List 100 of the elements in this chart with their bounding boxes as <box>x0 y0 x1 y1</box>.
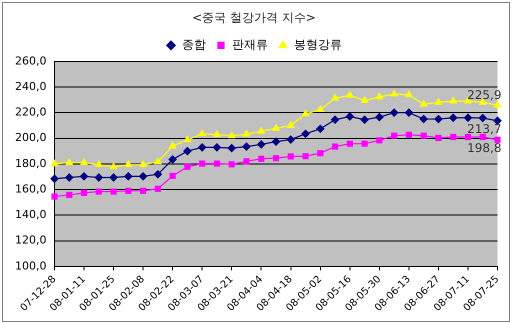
point <box>110 162 118 170</box>
point <box>362 140 368 147</box>
point <box>346 91 354 98</box>
y-tick-label: 160,0 <box>14 182 46 196</box>
point <box>110 188 117 195</box>
point <box>272 155 280 162</box>
point <box>242 142 251 151</box>
point <box>375 113 384 122</box>
point <box>376 137 382 144</box>
point <box>390 108 398 117</box>
point <box>198 130 206 136</box>
point <box>140 188 146 194</box>
chart-title: <중국 철강가격 지수> <box>192 10 316 24</box>
point <box>168 155 177 164</box>
legend-label: 봉형강류 <box>294 38 342 52</box>
point <box>449 114 458 122</box>
y-tick-label: 140,0 <box>14 208 46 222</box>
point <box>405 90 413 98</box>
point <box>258 127 265 134</box>
point <box>332 144 338 150</box>
point <box>80 172 88 180</box>
y-tick-label: 120,0 <box>14 234 46 247</box>
y-tick-label: 100,0 <box>14 259 46 272</box>
point <box>450 97 457 104</box>
point <box>287 121 294 128</box>
point <box>288 153 294 160</box>
point <box>66 158 73 165</box>
point <box>360 96 368 103</box>
y-tick-label: 200,0 <box>14 131 46 144</box>
point <box>391 132 398 139</box>
point <box>65 173 74 182</box>
point <box>435 134 442 141</box>
point <box>94 173 103 182</box>
point <box>272 138 280 146</box>
point <box>198 143 206 152</box>
annotation: 213,7 <box>467 122 502 136</box>
point <box>50 160 58 166</box>
point <box>228 144 236 152</box>
point <box>316 124 324 133</box>
y-tick-label: 180,0 <box>14 156 46 170</box>
point <box>95 160 102 168</box>
point <box>154 170 162 178</box>
point <box>257 140 266 149</box>
point <box>420 114 428 124</box>
point <box>464 114 472 122</box>
point <box>242 130 250 137</box>
point <box>214 160 220 167</box>
legend-label: 판재류 <box>232 38 268 52</box>
point <box>478 114 487 122</box>
annotation: 225,9 <box>467 88 502 102</box>
point <box>170 172 176 180</box>
point <box>317 150 324 156</box>
point <box>154 186 161 192</box>
point <box>124 160 132 168</box>
point <box>302 153 309 160</box>
point <box>494 136 501 143</box>
point <box>494 100 502 108</box>
y-tick-label: 220,0 <box>14 106 46 119</box>
point <box>301 130 310 138</box>
point <box>258 156 264 162</box>
point <box>139 160 147 168</box>
point <box>125 188 132 194</box>
point <box>80 158 88 165</box>
point <box>420 100 428 107</box>
annotation: 198,8 <box>467 140 502 155</box>
point <box>360 116 369 124</box>
point <box>316 106 324 112</box>
point <box>50 174 59 183</box>
point <box>493 116 502 125</box>
point <box>346 140 353 147</box>
point <box>66 192 72 198</box>
y-tick-label: 260,0 <box>14 54 46 68</box>
point <box>464 134 472 140</box>
point <box>183 146 192 156</box>
legend-label: 종합 <box>182 38 206 52</box>
point <box>302 110 310 116</box>
point <box>184 136 192 142</box>
y-tick-label: 240,0 <box>14 80 46 93</box>
point <box>51 194 58 200</box>
point <box>213 130 221 137</box>
point <box>199 160 206 167</box>
point <box>228 161 235 168</box>
point <box>404 108 414 117</box>
point <box>434 114 443 124</box>
point <box>80 190 88 196</box>
point <box>138 172 148 180</box>
point <box>272 124 280 131</box>
point <box>184 164 190 170</box>
point <box>96 188 102 195</box>
point <box>286 135 295 144</box>
point <box>331 94 339 101</box>
point <box>346 112 354 121</box>
point <box>228 132 236 138</box>
point <box>154 158 162 164</box>
point <box>434 98 442 105</box>
point <box>420 132 427 139</box>
point <box>450 134 456 140</box>
point <box>390 90 398 96</box>
point <box>406 132 412 138</box>
point <box>109 173 118 182</box>
